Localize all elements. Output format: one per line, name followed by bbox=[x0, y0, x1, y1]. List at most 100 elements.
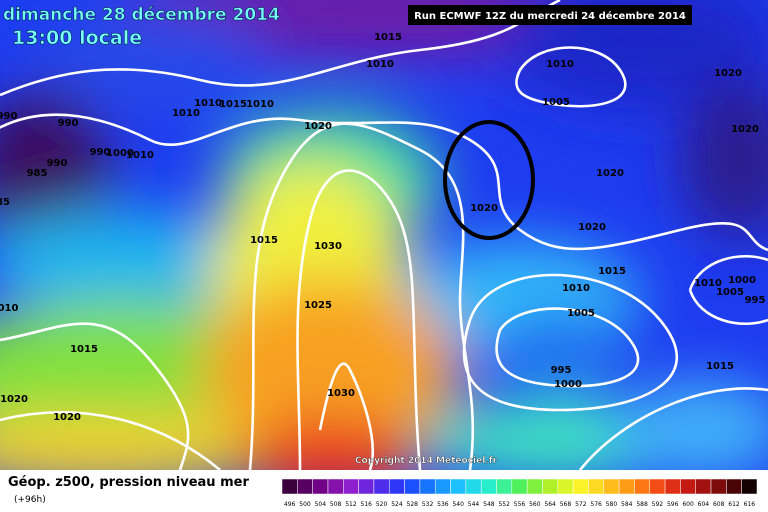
isobar-label: 1010 bbox=[126, 150, 154, 161]
scale-swatch bbox=[465, 478, 482, 495]
scale-swatch bbox=[649, 478, 666, 495]
scale-label: 596 bbox=[667, 501, 679, 508]
isobar-label: 1020 bbox=[578, 222, 606, 233]
isobar-label: 1000 bbox=[554, 379, 582, 390]
isobar-label: 1010 bbox=[194, 98, 222, 109]
scale-label: 524 bbox=[391, 501, 403, 508]
isobar-label: 1020 bbox=[714, 68, 742, 79]
isobar-label: 1015 bbox=[374, 32, 402, 43]
scale-label: 528 bbox=[407, 501, 419, 508]
legend-title: Géop. z500, pression niveau mer bbox=[8, 475, 249, 490]
scale-swatch bbox=[618, 478, 635, 495]
isobar-label: 1000 bbox=[728, 275, 756, 286]
scale-label: 520 bbox=[376, 501, 388, 508]
isobar-label: 990 bbox=[0, 111, 17, 122]
scale-swatch bbox=[358, 478, 375, 495]
scale-label: 496 bbox=[284, 501, 296, 508]
scale-label: 612 bbox=[728, 501, 740, 508]
scale-swatch bbox=[450, 478, 467, 495]
isobar-label: 1010 bbox=[172, 108, 200, 119]
isobar-label: 990 bbox=[90, 147, 111, 158]
isobar-label: 85 bbox=[0, 197, 10, 208]
scale-swatch bbox=[327, 478, 344, 495]
scale-label: 540 bbox=[452, 501, 464, 508]
scale-label: 600 bbox=[682, 501, 694, 508]
scale-label: 548 bbox=[483, 501, 495, 508]
scale-label: 512 bbox=[345, 501, 357, 508]
isobar-label: 1020 bbox=[731, 124, 759, 135]
isobar-label: 1015 bbox=[250, 235, 278, 246]
isobar-label: 1010 bbox=[246, 99, 274, 110]
scale-swatch bbox=[557, 478, 574, 495]
scale-swatch bbox=[343, 478, 359, 495]
isobar-label: 1005 bbox=[542, 97, 570, 108]
isobar-label: 1020 bbox=[470, 203, 498, 214]
scale-label: 584 bbox=[621, 501, 633, 508]
scale-label: 588 bbox=[636, 501, 648, 508]
scale-label: 560 bbox=[529, 501, 541, 508]
scale-swatch bbox=[419, 478, 436, 495]
scale-label: 608 bbox=[713, 501, 725, 508]
run-box bbox=[408, 5, 692, 25]
isobar-label: 1020 bbox=[0, 394, 28, 405]
scale-label: 568 bbox=[560, 501, 572, 508]
isobar-label: 1005 bbox=[716, 287, 744, 298]
scale-swatch bbox=[434, 478, 451, 495]
scale-swatch bbox=[588, 478, 605, 495]
scale-label: 504 bbox=[315, 501, 327, 508]
isobar-label: 985 bbox=[27, 168, 48, 179]
scale-swatch bbox=[281, 478, 298, 495]
scale-swatch bbox=[404, 478, 421, 495]
scale-label: 616 bbox=[744, 501, 756, 508]
scale-label: 592 bbox=[652, 501, 664, 508]
isobar-label: 1010 bbox=[562, 283, 590, 294]
scale-label: 544 bbox=[468, 501, 480, 508]
scale-swatch bbox=[526, 478, 543, 495]
color-scale: 496 500 504 508 512 516 520 524 528 532 536 540 544 5… bbox=[281, 478, 758, 508]
run-info: Run ECMWF 12Z du mercredi 24 décembre 20… bbox=[414, 10, 686, 22]
isobar-label: 1020 bbox=[304, 121, 332, 132]
highlight-circle bbox=[443, 120, 535, 240]
isobar-label: 1020 bbox=[596, 168, 624, 179]
scale-label: 556 bbox=[514, 501, 526, 508]
scale-swatch bbox=[726, 478, 742, 495]
isobar-label: 1015 bbox=[706, 361, 734, 372]
isobar-label: 1010 bbox=[366, 59, 394, 70]
scale-swatch bbox=[695, 478, 712, 495]
scale-swatch bbox=[496, 478, 513, 495]
scale-swatch bbox=[634, 478, 650, 495]
legend-forecast: (+96h) bbox=[14, 495, 46, 505]
scale-swatch bbox=[603, 478, 620, 495]
scale-label: 508 bbox=[330, 501, 342, 508]
scale-label: 500 bbox=[299, 501, 311, 508]
isobar-label: 990 bbox=[47, 158, 68, 169]
scale-label: 536 bbox=[437, 501, 449, 508]
scale-label: 532 bbox=[422, 501, 434, 508]
scale-swatch bbox=[572, 478, 589, 495]
isobar-label: 1010 bbox=[694, 278, 722, 289]
scale-swatch bbox=[741, 478, 758, 495]
copyright: Copyright 2014 Meteociel.fr bbox=[355, 456, 498, 466]
isobars bbox=[0, 0, 768, 470]
isobar-label: 010 bbox=[0, 303, 18, 314]
scale-label: 572 bbox=[575, 501, 587, 508]
isobar-label: 1015 bbox=[70, 344, 98, 355]
isobar-label: 1010 bbox=[546, 59, 574, 70]
scale-label: 576 bbox=[590, 501, 602, 508]
scale-label: 564 bbox=[544, 501, 556, 508]
isobar-label: 995 bbox=[551, 365, 572, 376]
scale-swatch bbox=[373, 478, 390, 495]
scale-swatch bbox=[511, 478, 528, 495]
isobar-label: 1030 bbox=[314, 241, 342, 252]
isobar-label: 1030 bbox=[327, 388, 355, 399]
scale-swatch bbox=[312, 478, 329, 495]
isobar-label: 1005 bbox=[567, 308, 595, 319]
isobar-label: 1015 bbox=[598, 266, 626, 277]
isobar-label: 995 bbox=[745, 295, 766, 306]
map-time: 13:00 locale bbox=[12, 27, 142, 49]
isobar-label: 990 bbox=[58, 118, 79, 129]
scale-swatch bbox=[542, 478, 559, 495]
scale-swatch bbox=[710, 478, 727, 495]
